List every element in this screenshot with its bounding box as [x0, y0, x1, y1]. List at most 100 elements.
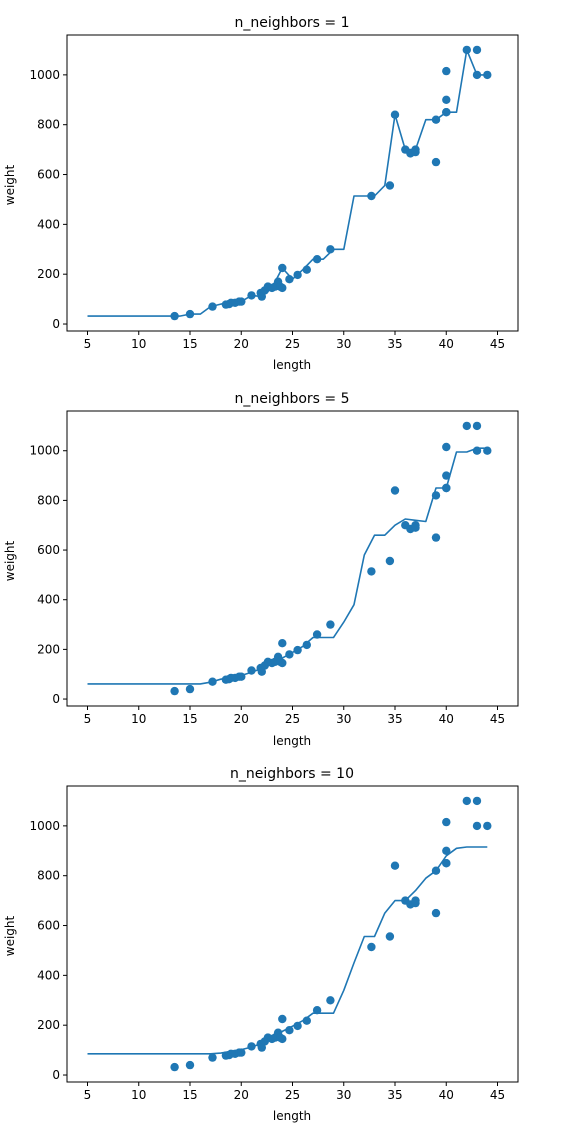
chart-n-neighbors-5: n_neighbors = 5 length weight 5 10 15 20 25 3…: [3, 391, 519, 748]
data-point: [442, 442, 451, 452]
x-tick-label: 30: [336, 337, 351, 351]
y-tick-label: 200: [37, 642, 60, 656]
data-point: [237, 1048, 246, 1057]
x-tick-label: 30: [336, 712, 351, 726]
y-tick-label: 800: [37, 869, 60, 883]
data-point: [483, 821, 492, 831]
prediction-line: [87, 846, 488, 1055]
x-tick-label: 5: [84, 1088, 92, 1102]
data-point: [170, 1062, 179, 1072]
data-point: [442, 471, 451, 480]
data-point: [302, 640, 311, 650]
y-tick-label: 600: [37, 168, 60, 182]
data-point: [293, 270, 302, 280]
data-point: [326, 996, 335, 1005]
data-point: [472, 796, 482, 806]
data-point: [247, 291, 256, 300]
x-tick-label: 25: [285, 337, 300, 351]
data-point: [390, 486, 400, 495]
x-tick-label: 15: [182, 712, 197, 726]
prediction-line: [87, 49, 488, 317]
data-point: [431, 491, 441, 500]
data-point: [326, 245, 335, 254]
x-tick-label: 40: [439, 337, 454, 351]
x-tick-label: 45: [490, 1088, 505, 1102]
data-point: [442, 108, 451, 117]
data-point: [472, 821, 482, 831]
x-axis-label: length: [273, 358, 311, 372]
data-point: [462, 421, 471, 431]
data-point: [442, 846, 451, 855]
data-point: [472, 45, 482, 55]
data-point: [390, 861, 400, 870]
data-point: [285, 650, 294, 659]
x-tick-label: 25: [285, 1088, 300, 1102]
data-point: [208, 1053, 217, 1062]
y-axis-label: weight: [3, 915, 17, 956]
chart-title: n_neighbors = 10: [230, 766, 354, 782]
data-point: [278, 1034, 287, 1044]
data-point: [472, 421, 482, 431]
y-tick-label: 200: [37, 1018, 60, 1032]
data-point: [431, 866, 441, 875]
x-axis-label: length: [273, 734, 311, 748]
x-tick-label: 10: [131, 1088, 146, 1102]
chart-n-neighbors-10: n_neighbors = 10 length weight 5 10 15 20 25…: [3, 766, 519, 1123]
x-tick-label: 20: [234, 337, 249, 351]
data-point: [462, 796, 471, 806]
y-tick-label: 200: [37, 267, 60, 281]
data-point: [367, 942, 376, 952]
data-point: [278, 639, 287, 648]
data-point: [208, 302, 217, 311]
y-tick-label: 400: [37, 593, 60, 607]
data-point: [472, 70, 482, 80]
data-point: [285, 1026, 294, 1035]
x-axis-label: length: [273, 1109, 311, 1123]
data-point: [293, 645, 302, 655]
chart-title: n_neighbors = 5: [234, 391, 349, 407]
data-point: [278, 658, 287, 668]
y-tick-label: 0: [52, 692, 60, 706]
x-tick-label: 45: [490, 337, 505, 351]
data-point: [431, 533, 441, 542]
y-tick-label: 800: [37, 118, 60, 132]
x-tick-label: 5: [84, 712, 92, 726]
plot-frame: [66, 410, 519, 707]
data-point: [411, 898, 420, 908]
data-point: [411, 523, 420, 532]
data-point: [247, 1042, 256, 1051]
data-point: [367, 191, 376, 201]
data-point: [483, 70, 492, 80]
data-point: [431, 908, 441, 918]
y-tick-label: 400: [37, 968, 60, 982]
x-tick-label: 35: [387, 1088, 402, 1102]
data-point: [483, 446, 492, 455]
data-point: [462, 45, 471, 55]
data-point: [208, 677, 217, 686]
data-point: [293, 1021, 302, 1031]
x-tick-label: 15: [182, 1088, 197, 1102]
data-point: [442, 483, 451, 493]
x-tick-label: 10: [131, 712, 146, 726]
data-point: [302, 265, 311, 274]
data-point: [237, 297, 246, 306]
data-point: [442, 859, 451, 868]
data-point: [385, 932, 395, 941]
data-point: [302, 1016, 311, 1025]
data-point: [278, 1014, 287, 1024]
data-point: [431, 115, 441, 124]
data-point: [431, 157, 441, 167]
data-point: [312, 630, 322, 639]
data-point: [442, 817, 451, 827]
chart-n-neighbors-1: n_neighbors = 1 length weight 5 10 15 20 25 3…: [3, 15, 519, 372]
data-point: [170, 686, 179, 696]
y-tick-label: 1000: [29, 819, 60, 833]
x-tick-label: 20: [234, 712, 249, 726]
x-tick-label: 10: [131, 337, 146, 351]
data-point: [170, 311, 179, 321]
data-point: [185, 1060, 195, 1070]
y-tick-label: 1000: [29, 444, 60, 458]
prediction-line: [87, 447, 488, 685]
data-point: [185, 684, 195, 694]
